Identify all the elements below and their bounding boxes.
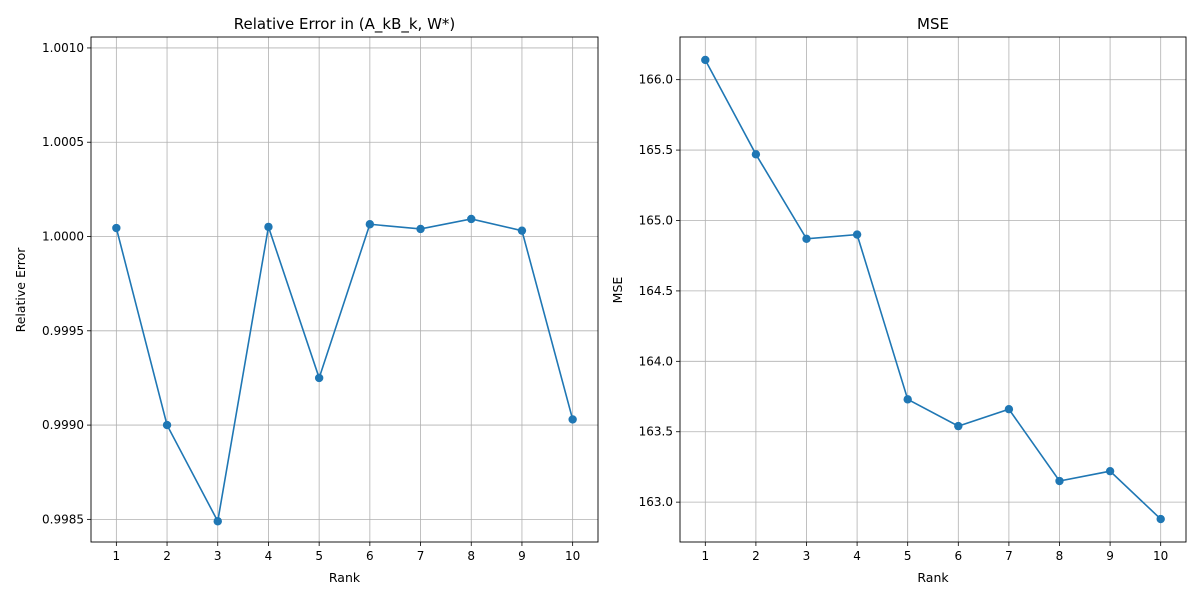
data-point (802, 235, 810, 243)
x-tick-label: 8 (1056, 549, 1064, 563)
data-point (701, 56, 709, 64)
ticks: 1 2 3 4 5 6 7 8 9 10 0.9985 0.9990 0.9995 1.0000 1.000… (42, 41, 580, 563)
y-tick-label: 165.0 (639, 213, 673, 227)
chart-title: MSE (917, 15, 949, 33)
x-tick-label: 6 (954, 549, 962, 563)
y-tick-label: 166.0 (639, 73, 673, 87)
data-point (1106, 467, 1114, 475)
x-tick-label: 1 (113, 549, 121, 563)
x-tick-label: 5 (904, 549, 912, 563)
x-tick-label: 10 (1153, 549, 1168, 563)
data-point (1005, 405, 1013, 413)
y-tick-label: 1.0000 (42, 230, 84, 244)
y-tick-label: 0.9990 (42, 418, 84, 432)
data-point (112, 224, 120, 232)
y-tick-label: 1.0010 (42, 41, 84, 55)
x-tick-label: 2 (163, 549, 171, 563)
series-line (705, 60, 1160, 519)
y-tick-label: 164.0 (639, 354, 673, 368)
data-point (416, 225, 424, 233)
y-tick-label: 1.0005 (42, 135, 84, 149)
data-point (853, 230, 861, 238)
chart-title: Relative Error in (A_kB_k, W*) (234, 15, 456, 34)
series-line (116, 219, 572, 521)
x-tick-label: 8 (467, 549, 475, 563)
data-point (568, 415, 576, 423)
data-point (366, 220, 374, 228)
x-tick-label: 4 (265, 549, 273, 563)
x-tick-label: 7 (1005, 549, 1013, 563)
x-axis-label: Rank (917, 570, 949, 585)
x-tick-label: 9 (518, 549, 526, 563)
y-tick-label: 163.5 (639, 425, 673, 439)
grid (680, 37, 1186, 542)
x-tick-label: 7 (417, 549, 425, 563)
data-point (1157, 515, 1165, 523)
x-tick-label: 3 (803, 549, 811, 563)
data-point (214, 517, 222, 525)
x-tick-label: 2 (752, 549, 760, 563)
x-tick-label: 6 (366, 549, 374, 563)
data-point (467, 215, 475, 223)
y-axis-label: MSE (610, 277, 625, 304)
x-tick-label: 10 (565, 549, 580, 563)
data-point (1055, 477, 1063, 485)
y-tick-label: 165.5 (639, 143, 673, 157)
data-point (315, 374, 323, 382)
relative-error-panel: Relative Error in (A_kB_k, W*) Rank Rela… (13, 15, 598, 585)
data-point (264, 223, 272, 231)
y-tick-label: 0.9985 (42, 512, 84, 526)
y-tick-label: 163.0 (639, 495, 673, 509)
mse-panel: MSE Rank MSE 1 2 3 4 5 6 7 8 9 10163.0163.5164.01… (610, 15, 1186, 585)
y-axis-label: Relative Error (13, 247, 28, 333)
x-tick-label: 1 (701, 549, 709, 563)
data-point (904, 395, 912, 403)
y-tick-label: 0.9995 (42, 324, 84, 338)
data-point (163, 421, 171, 429)
x-axis-label: Rank (329, 570, 361, 585)
x-tick-label: 9 (1106, 549, 1114, 563)
data-point (954, 422, 962, 430)
data-point (752, 150, 760, 158)
x-tick-label: 4 (853, 549, 861, 563)
ticks: 1 2 3 4 5 6 7 8 9 10 163.0 163.5 164.0 164.5 165.0 165.… (639, 73, 1169, 563)
y-tick-label: 164.5 (639, 284, 673, 298)
data-point (518, 226, 526, 234)
x-tick-label: 3 (214, 549, 222, 563)
grid (91, 37, 598, 542)
x-tick-label: 5 (315, 549, 323, 563)
